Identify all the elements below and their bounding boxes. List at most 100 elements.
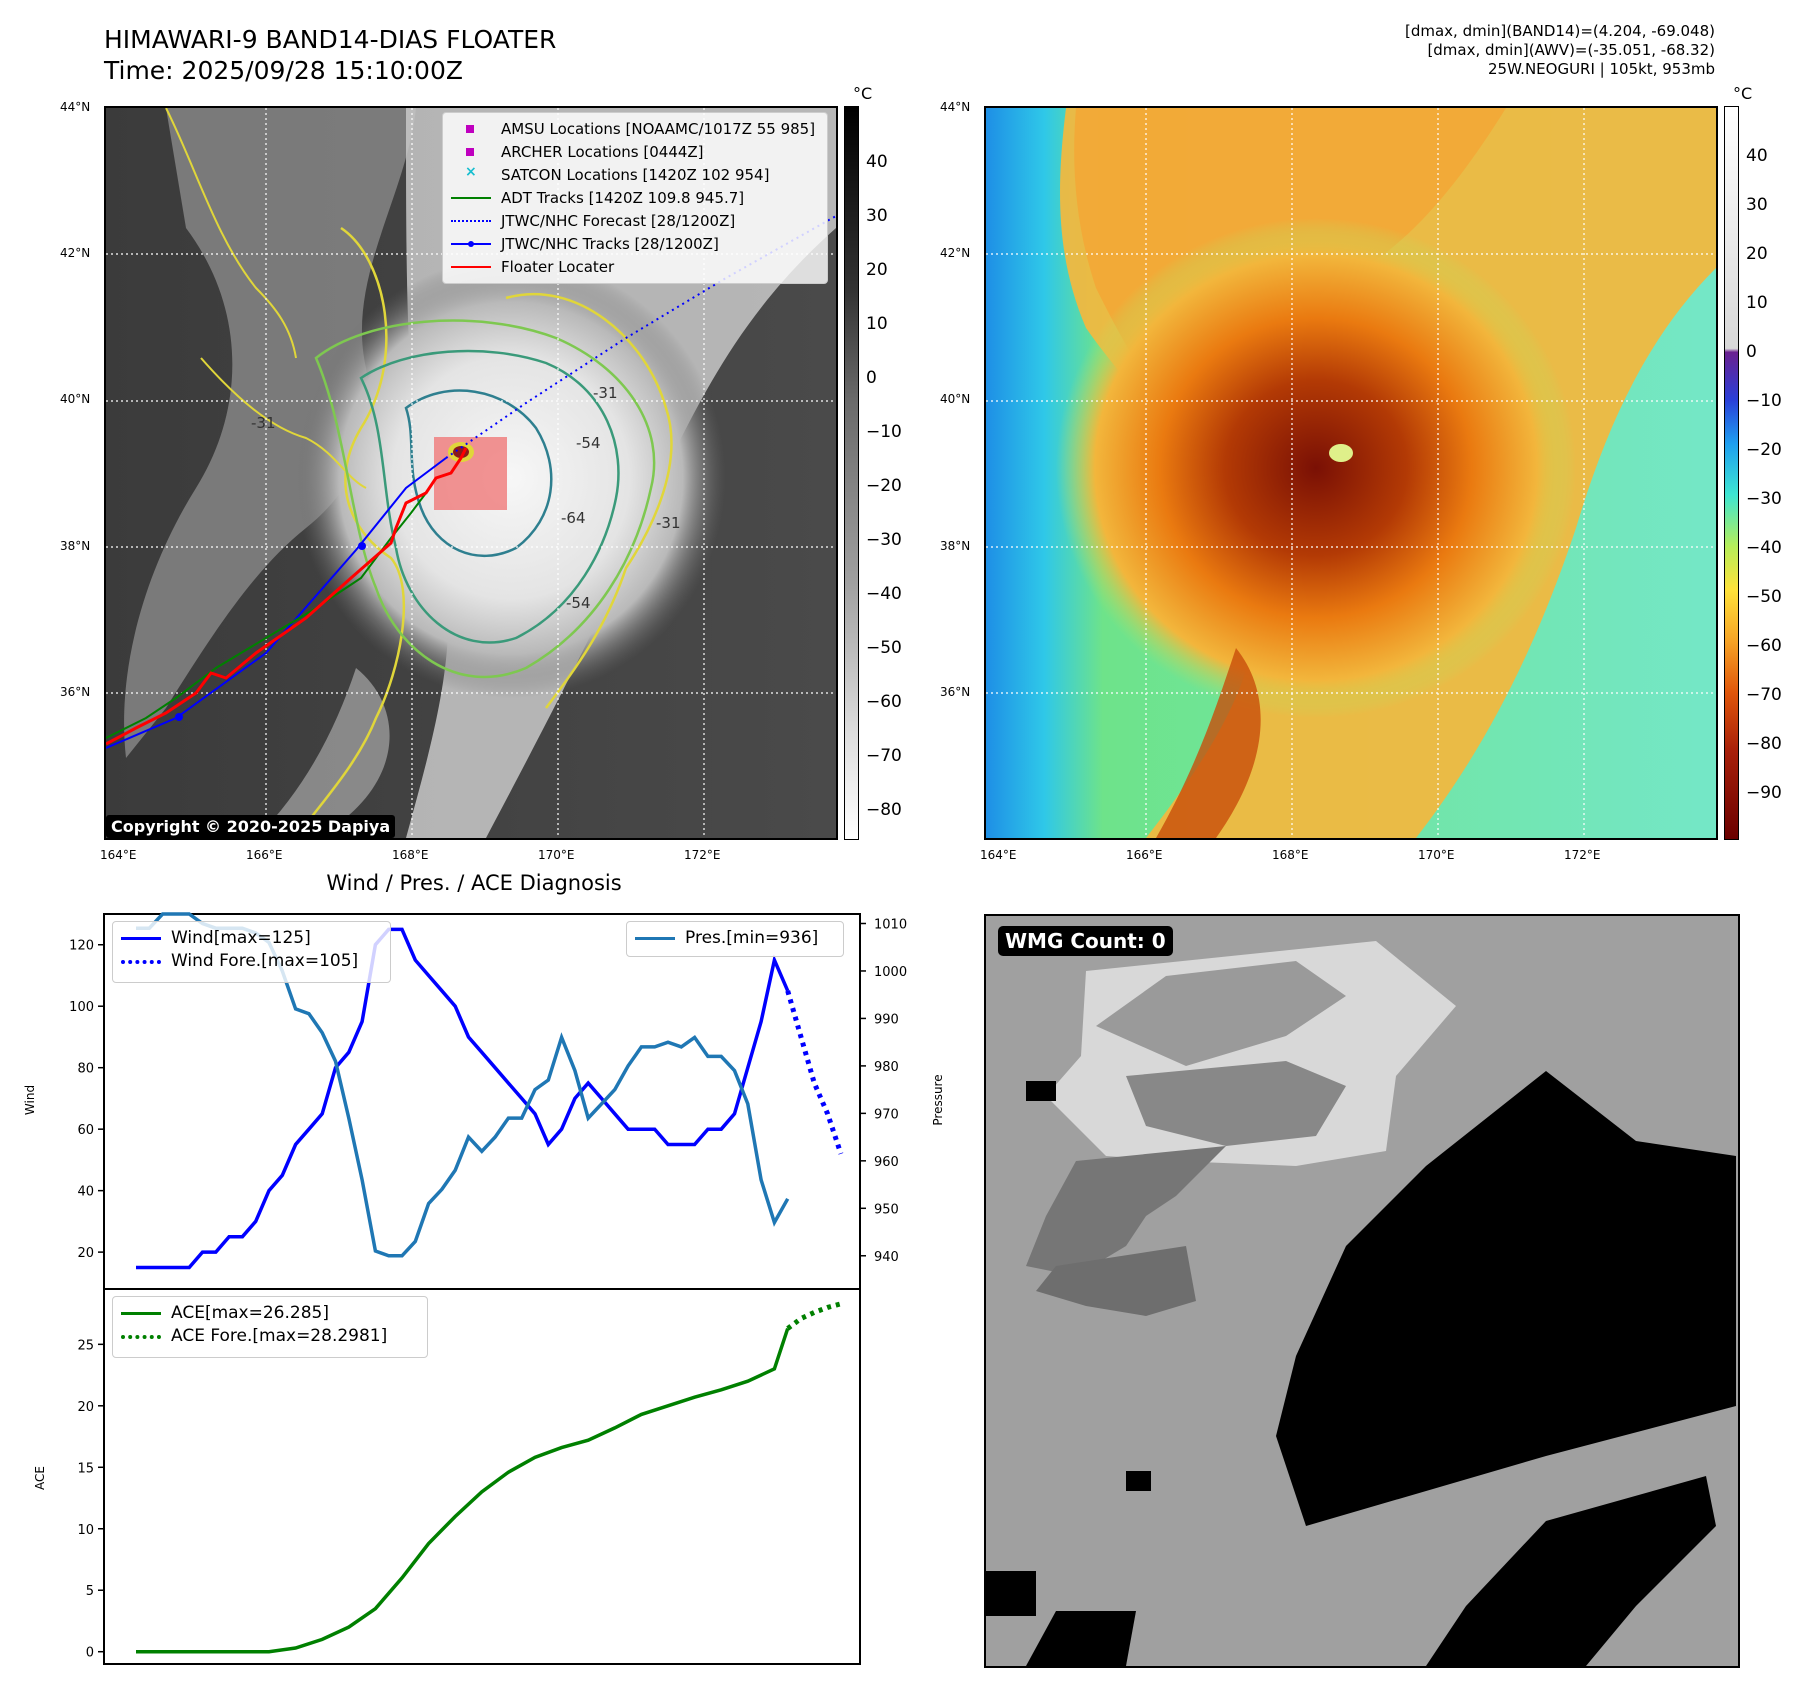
y-tick-label: 1010: [874, 917, 907, 932]
colorbar-tick-label: 40: [1746, 146, 1768, 166]
wmg-image: [986, 941, 1736, 1666]
legend-label: Wind Fore.[max=105]: [171, 950, 359, 971]
lat-label: 42°N: [940, 246, 971, 260]
color-map-image: [986, 108, 1716, 838]
y-tick-label: 0: [86, 1646, 94, 1661]
lat-label: 36°N: [940, 685, 971, 699]
y-tick-label: 20: [77, 1246, 94, 1261]
wmg-count-badge: WMG Count: 0: [998, 926, 1173, 956]
ace-line: [136, 1327, 790, 1654]
legend-item: AMSU Locations [NOAAMC/1017Z 55 985]: [451, 117, 819, 140]
lat-label: 38°N: [940, 539, 971, 553]
y-tick-label: 25: [77, 1338, 94, 1353]
info-band14: [dmax, dmin](BAND14)=(4.204, -69.048): [1404, 22, 1715, 40]
legend-label: ACE[max=26.285]: [171, 1302, 329, 1323]
y-tick-label: 60: [77, 1123, 94, 1138]
y-tick-label: 15: [77, 1461, 94, 1476]
figure-title: HIMAWARI-9 BAND14-DIAS FLOATER Time: 202…: [104, 24, 556, 86]
contour-label: -54: [576, 434, 601, 452]
info-storm: 25W.NEOGURI | 105kt, 953mb: [1487, 60, 1715, 78]
legend-label: JTWC/NHC Tracks [28/1200Z]: [501, 234, 719, 253]
legend-item: Wind Fore.[max=105]: [121, 949, 382, 972]
pressure-legend: Pres.[min=936]: [626, 921, 844, 957]
colorbar-tick-label: −50: [1746, 587, 1782, 607]
ace-legend: ACE[max=26.285] ACE Fore.[max=28.2981]: [112, 1296, 428, 1358]
colorbar-tick-label: −10: [1746, 391, 1782, 411]
colorbar-tick-label: −30: [1746, 489, 1782, 509]
colorbar-tick-label: −10: [866, 422, 902, 442]
colorbar-tick-label: −40: [866, 584, 902, 604]
ace-forecast-line: [786, 1301, 842, 1331]
lon-label: 168°E: [392, 848, 429, 862]
colorbar-unit: °C: [1733, 84, 1753, 103]
ace-series-group: [136, 1301, 842, 1654]
ace-axis-label: ACE: [33, 1466, 47, 1490]
y-tick-label: 1000: [874, 965, 907, 980]
legend-label: ACE Fore.[max=28.2981]: [171, 1325, 388, 1346]
y-tick-label: 100: [69, 1000, 94, 1015]
legend-item: JTWC/NHC Tracks [28/1200Z]: [451, 232, 819, 255]
diagnosis-title: Wind / Pres. / ACE Diagnosis: [326, 871, 622, 895]
lon-label: 164°E: [980, 848, 1017, 862]
legend-label: SATCON Locations [1420Z 102 954]: [501, 165, 770, 184]
lon-label: 170°E: [1418, 848, 1455, 862]
colorbar-tick-label: 0: [1746, 342, 1757, 362]
color-map-panel: [984, 106, 1718, 840]
y-tick-label: 120: [69, 939, 94, 954]
contour-label: -64: [561, 509, 586, 527]
y-tick-label: 80: [77, 1062, 94, 1077]
colorbar-tick-label: −80: [866, 800, 902, 820]
legend-label: ARCHER Locations [0444Z]: [501, 142, 704, 161]
legend-label: Wind[max=125]: [171, 927, 311, 948]
contour-label: -31: [656, 514, 681, 532]
copyright-badge: Copyright © 2020-2025 Dapiya: [106, 815, 396, 838]
lon-label: 166°E: [246, 848, 283, 862]
ir-map-panel: -31 -54 -64 -31 -54 -31 AMSU Locations […: [104, 106, 838, 840]
color-colorbar: [1724, 106, 1739, 840]
colorbar-tick-label: −70: [1746, 685, 1782, 705]
legend-label: Pres.[min=936]: [685, 927, 819, 948]
y-tick-label: 5: [86, 1584, 94, 1599]
lon-label: 168°E: [1272, 848, 1309, 862]
ir-colorbar: [844, 106, 859, 840]
colorbar-tick-label: 40: [866, 152, 888, 172]
legend-item: Wind[max=125]: [121, 926, 382, 949]
wind-legend: Wind[max=125] Wind Fore.[max=105]: [112, 921, 391, 983]
lon-label: 172°E: [1564, 848, 1601, 862]
legend-item: Pres.[min=936]: [635, 926, 835, 949]
lon-label: 170°E: [538, 848, 575, 862]
pressure-y-ticks: 940 950 960 970 980 990 1000 1010: [860, 917, 907, 1265]
colorbar-tick-label: −80: [1746, 734, 1782, 754]
colorbar-tick-label: 30: [1746, 195, 1768, 215]
colorbar-tick-label: −30: [866, 530, 902, 550]
y-tick-label: 10: [77, 1523, 94, 1538]
ir-map-legend: AMSU Locations [NOAAMC/1017Z 55 985] ARC…: [442, 112, 828, 284]
colorbar-tick-label: 0: [866, 368, 877, 388]
legend-item: Floater Locater: [451, 255, 819, 278]
lat-label: 36°N: [60, 685, 91, 699]
legend-item: × SATCON Locations [1420Z 102 954]: [465, 163, 770, 184]
contour-label: -54: [566, 594, 591, 612]
jtwc-track: [106, 457, 447, 749]
colorbar-tick-label: −90: [1746, 783, 1782, 803]
pressure-axis-label: Pressure: [931, 1074, 945, 1125]
legend-label: Floater Locater: [501, 257, 615, 276]
y-tick-label: 990: [874, 1012, 899, 1027]
legend-label: AMSU Locations [NOAAMC/1017Z 55 985]: [501, 119, 816, 138]
lon-label: 164°E: [100, 848, 137, 862]
colorbar-tick-label: 30: [866, 206, 888, 226]
legend-item: ARCHER Locations [0444Z]: [451, 140, 819, 163]
colorbar-tick-label: 10: [1746, 293, 1768, 313]
contour-label: -31: [251, 414, 276, 432]
wind-axis-label: Wind: [23, 1085, 37, 1115]
colorbar-tick-label: −50: [866, 638, 902, 658]
y-tick-label: 20: [77, 1400, 94, 1415]
colorbar-tick-label: 10: [866, 314, 888, 334]
legend-item: ADT Tracks [1420Z 109.8 945.7]: [451, 186, 819, 209]
wind-line: [136, 927, 790, 1270]
wind-y-ticks: 20 40 60 80 100 120: [69, 939, 104, 1261]
lon-label: 172°E: [684, 848, 721, 862]
lat-label: 38°N: [60, 539, 91, 553]
colorbar-tick-label: −20: [866, 476, 902, 496]
title-satellite: HIMAWARI-9 BAND14-DIAS FLOATER: [104, 25, 557, 54]
